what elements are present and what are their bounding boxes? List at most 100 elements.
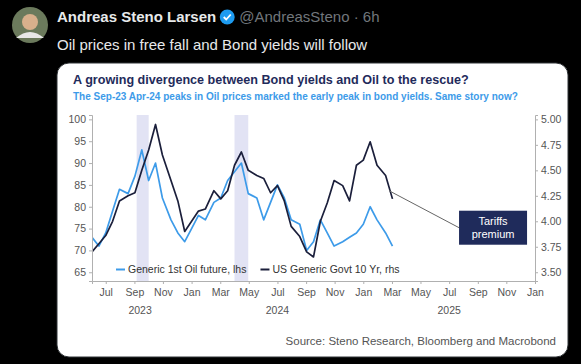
avatar [12,7,48,43]
tick-mark [220,281,221,284]
tick-label: 80 [74,201,86,213]
tick: 75 [74,222,92,234]
tick-mark [89,229,92,230]
tick-label: Jul [443,286,456,298]
year-label: 2023 [128,304,152,316]
tick-mark [535,221,538,222]
tick-mark [277,281,278,284]
tick-mark [392,281,393,284]
tick-mark [506,281,507,284]
tick: 85 [74,179,92,191]
tick: Jul [443,281,456,298]
tick-label: Jan [355,286,372,298]
tick: 4.75 [535,139,562,151]
tick-mark [134,281,135,284]
tick: 65 [74,266,92,278]
tick-label: Nov [326,286,345,298]
tick-label: 75 [74,222,86,234]
series-line [92,150,392,250]
chart-card [57,63,568,357]
tick-label: 4.25 [541,190,562,202]
annotation-line: Tariffs [478,215,508,227]
tick: Jan [355,281,372,298]
chart-title: A growing divergence between Bond yields… [73,73,469,87]
badge-check [224,15,231,20]
tick-mark [535,247,538,248]
tick: 4.00 [535,215,562,227]
tick: Sep [297,281,316,298]
tick-label: 3.75 [541,241,562,253]
legend-swatch [116,269,125,271]
tick: 90 [74,157,92,169]
tick-label: May [411,286,432,298]
legend-swatch [260,269,269,271]
tick-mark [306,281,307,284]
tick-mark [535,272,538,273]
avatar-body [16,32,44,38]
tick: 3.50 [535,266,562,278]
tick-label: Mar [383,286,402,298]
author-name: Andreas Steno Larsen [57,8,216,25]
tick: Nov [154,281,173,298]
tick: 80 [74,201,92,213]
tick: May [411,281,432,298]
tick-mark [535,145,538,146]
tick: 5.00 [535,113,562,125]
tick-mark [192,281,193,284]
y-axis-right: 3.50 3.75 4.00 4.25 4.50 4.75 5.00 [535,113,562,281]
tick-label: Jul [271,286,284,298]
annotation-line: premium [472,228,515,240]
tick-label: Jan [184,286,201,298]
legend-label: Generic 1st Oil future, lhs [128,263,246,275]
tick-mark [449,281,450,284]
tick-label: Jan [527,286,544,298]
tick-mark [89,119,92,120]
tick: Jan [527,281,544,298]
tick: Sep [126,281,145,298]
tick-label: 95 [74,135,86,147]
tick: Jul [271,281,284,298]
tick: Sep [469,281,488,298]
tick-label: May [239,286,260,298]
tick-mark [89,272,92,273]
tick: Mar [383,281,402,298]
author-meta: @AndreasSteno · 6h [239,8,379,25]
year-label: 2024 [266,304,290,316]
tick-mark [89,141,92,142]
tick-mark [535,119,538,120]
tick-label: Sep [126,286,145,298]
avatar-face [22,14,38,30]
tick-label: 90 [74,157,86,169]
tick-label: Jul [100,286,113,298]
year-label: 2025 [437,304,461,316]
y-axis-left: 65707580859095100 [68,113,92,281]
axis-line [93,282,536,285]
tick-mark [363,281,364,284]
tick: 4.25 [535,190,562,202]
axis-line [89,116,93,282]
tick-mark [89,163,92,164]
tick-label: Nov [154,286,173,298]
plot-area [92,115,392,281]
chart-svg: Andreas Steno Larsen @AndreasSteno · 6h Oi… [0,0,581,364]
tick-label: Mar [212,286,231,298]
annotation-arrow [389,191,459,228]
tick-mark [106,281,107,284]
tick: Nov [326,281,345,298]
tick-mark [478,281,479,284]
tick: Jul [100,281,113,298]
x-axis: Jul Sep Nov Jan Mar May Jul Sep Nov Jan Mar May Jul S… [93,281,545,298]
tick-label: 85 [74,179,86,191]
tick-mark [249,281,250,284]
tick-label: Nov [497,286,516,298]
tick: 3.75 [535,241,562,253]
tick-label: 5.00 [541,113,562,125]
series-line [92,124,392,256]
tick-label: 100 [68,113,86,125]
legend-label: US Generic Govt 10 Yr, rhs [272,263,399,275]
tick-label: 4.50 [541,164,562,176]
tick-mark [89,207,92,208]
tick-mark [335,281,336,284]
legend: Generic 1st Oil future, lhs US Generic Go… [116,263,400,275]
tweet-text: Oil prices in free fall and Bond yields … [57,36,367,53]
